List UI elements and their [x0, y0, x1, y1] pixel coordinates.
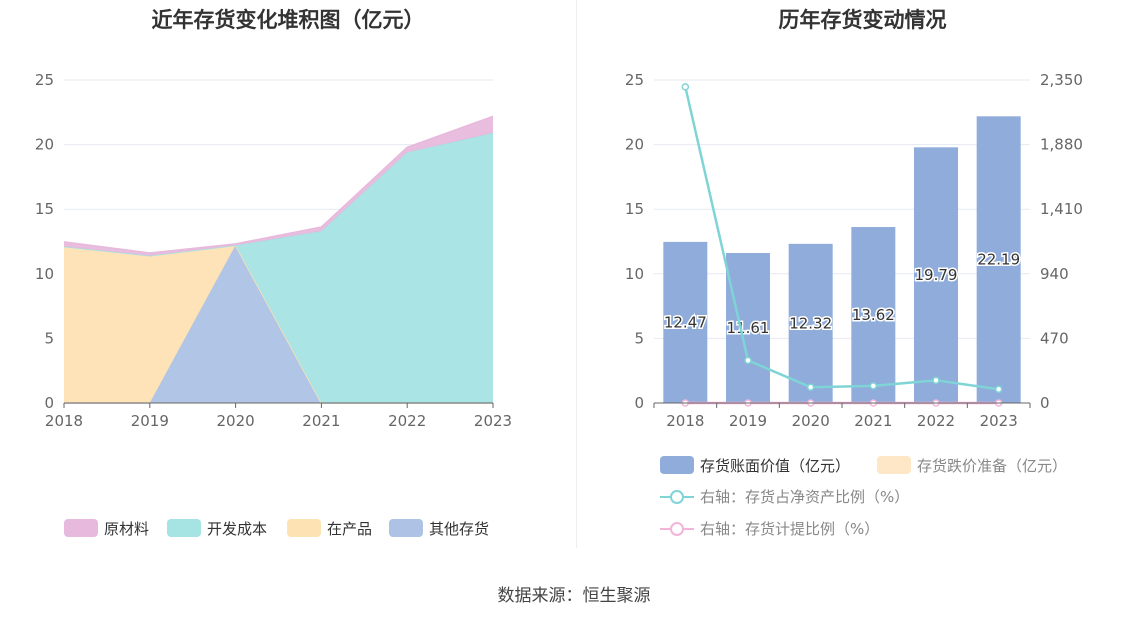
legend-label: 原材料 [104, 520, 149, 538]
line-point [681, 83, 690, 91]
x-tick-label: 2019 [131, 412, 169, 430]
bar [976, 116, 1021, 403]
y-tick-label: 0 [634, 394, 644, 412]
y2-tick-label: 1,880 [1040, 136, 1083, 154]
x-tick-label: 2021 [302, 412, 340, 430]
x-tick-label: 2020 [217, 412, 255, 430]
legend-label: 其他存货 [429, 520, 489, 538]
bar [663, 241, 708, 403]
y-tick-label: 5 [634, 329, 644, 347]
legend-swatch [64, 519, 98, 537]
bar-data-label: 13.62 [852, 306, 895, 324]
line-point [932, 376, 940, 385]
y-tick-label: 25 [625, 71, 644, 89]
x-tick-label: 2021 [854, 412, 892, 430]
bar-data-label: 22.19 [977, 251, 1020, 269]
bar-data-label: 12.47 [664, 313, 707, 331]
right-chart-title: 历年存货变动情况 [778, 8, 947, 32]
left-chart-panel: 近年存货变化堆积图（亿元） 0 5 10 15 20 25 2018 2019 2020 2021… [0, 0, 576, 560]
legend-swatch [877, 456, 911, 474]
y-tick-label: 15 [35, 200, 54, 218]
y2-tick-label: 2,350 [1040, 71, 1083, 89]
bar-data-label: 11.61 [727, 319, 770, 337]
line-point [869, 382, 878, 390]
y2-tick-label: 470 [1040, 329, 1069, 347]
y2-tick-label: 1,410 [1040, 200, 1083, 218]
legend-swatch [660, 456, 694, 474]
bar-data-label: 19.79 [915, 266, 958, 284]
legend-label: 存货跌价准备（亿元） [917, 457, 1067, 475]
legend-label: 右轴：存货计提比例（%） [700, 520, 879, 538]
line-point [806, 383, 815, 391]
legend-swatch [287, 519, 321, 537]
y-tick-label: 15 [625, 200, 644, 218]
area-series [64, 245, 493, 403]
y-tick-label: 5 [44, 329, 54, 347]
area-series [64, 245, 493, 403]
bar [914, 147, 958, 403]
legend-label: 右轴：存货占净资产比例（%） [700, 488, 909, 506]
y-tick-label: 10 [35, 265, 54, 283]
area-series [64, 132, 493, 404]
x-tick-label: 2023 [474, 412, 512, 430]
line-series [684, 86, 999, 391]
panel-divider [576, 0, 577, 548]
x-tick-label: 2018 [666, 412, 704, 430]
legend-label: 开发成本 [207, 520, 267, 538]
left-chart-title: 近年存货变化堆积图（亿元） [151, 8, 425, 32]
legend-label: 在产品 [327, 520, 372, 538]
data-source-note: 数据来源：恒生聚源 [497, 586, 651, 606]
right-chart-panel: 历年存货变动情况 0 0 5 470 10 940 15 1,410 20 1,880 25 2,35… [577, 0, 1148, 560]
bar-data-label: 12.32 [789, 314, 832, 332]
y2-tick-label: 0 [1040, 394, 1050, 412]
legend-line-marker [670, 490, 684, 504]
y-tick-label: 20 [35, 136, 54, 154]
area-series-line [63, 115, 494, 254]
bar [788, 243, 833, 403]
x-tick-label: 2020 [792, 412, 830, 430]
x-tick-label: 2019 [729, 412, 767, 430]
legend-label: 存货账面价值（亿元） [700, 457, 850, 475]
stacked-area-chart: 0 5 10 15 20 25 2018 2019 2020 2021 2022 2023 原材料 开发成… [35, 71, 512, 538]
x-tick-label: 2018 [45, 412, 83, 430]
y2-tick-label: 940 [1040, 265, 1069, 283]
x-tick-label: 2022 [388, 412, 426, 430]
legend-swatch [167, 519, 201, 537]
x-tick-label: 2023 [980, 412, 1018, 430]
y-tick-label: 0 [44, 394, 54, 412]
y-tick-label: 10 [625, 265, 644, 283]
x-tick-label: 2022 [917, 412, 955, 430]
legend-line-marker [670, 522, 684, 536]
line-point [744, 356, 752, 365]
bar-line-chart: 0 0 5 470 10 940 15 1,410 20 1,880 25 2,350 12.47 11.… [625, 71, 1083, 538]
bar [851, 227, 896, 403]
line-point [994, 385, 1003, 394]
bar [726, 252, 770, 403]
y-tick-label: 25 [35, 71, 54, 89]
legend-swatch [389, 519, 423, 537]
y-tick-label: 20 [625, 136, 644, 154]
